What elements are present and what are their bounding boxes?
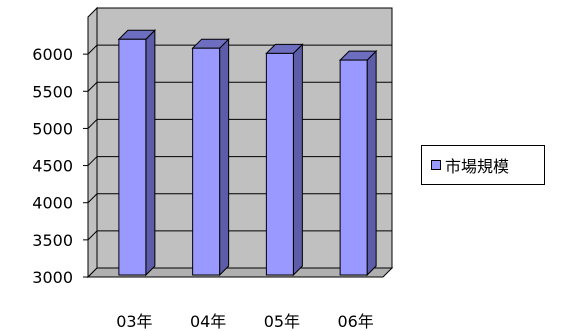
- x-tick-labels: 03年 04年 05年 06年: [116, 312, 374, 331]
- gridline-side: [87, 81, 98, 92]
- bar-front: [192, 47, 221, 276]
- legend-swatch: [431, 160, 441, 170]
- bar-side: [145, 29, 156, 277]
- bar-front: [118, 38, 147, 276]
- gridline-side: [87, 230, 98, 241]
- axes: [83, 17, 89, 278]
- y-tick-label: 5500: [32, 82, 73, 101]
- side-wall: [87, 6, 98, 279]
- bar-side: [219, 37, 230, 277]
- y-tick-label: 5000: [32, 119, 73, 138]
- legend: 市場規模: [421, 145, 545, 185]
- x-tick-label: 05年: [264, 312, 300, 331]
- gridline-side: [87, 119, 98, 129]
- bar: [191, 37, 230, 277]
- gridline-side: [87, 193, 98, 204]
- x-tick-label: 04年: [190, 312, 226, 331]
- bar: [265, 43, 304, 277]
- bar: [117, 29, 157, 277]
- bars: [117, 29, 378, 277]
- bar-side: [292, 43, 303, 277]
- y-tick-label: 3500: [32, 231, 73, 250]
- y-tick-label: 6000: [32, 45, 73, 64]
- y-tick-label: 4500: [32, 157, 73, 176]
- gridline-side: [87, 156, 98, 166]
- bar: [338, 49, 378, 277]
- gridline-side: [87, 44, 98, 55]
- y-tick-label: 4000: [32, 194, 73, 213]
- x-tick-label: 06年: [337, 312, 373, 331]
- y-tick-labels: 3000 3500 4000 4500 5000 5500 6000: [32, 45, 73, 287]
- legend-label: 市場規模: [445, 157, 510, 176]
- bar-front: [339, 59, 368, 276]
- floor: [86, 267, 394, 278]
- bar-front: [265, 52, 294, 276]
- bar-side: [366, 49, 377, 277]
- x-tick-label: 03年: [116, 312, 152, 331]
- y-tick-label: 3000: [32, 268, 73, 287]
